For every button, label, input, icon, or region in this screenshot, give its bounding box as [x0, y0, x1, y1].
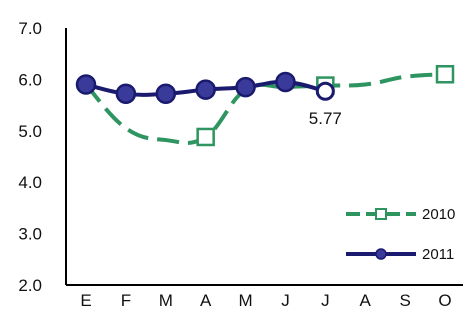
x-tick-label: S: [399, 291, 410, 310]
series-2011-point: [315, 81, 335, 101]
x-tick-label: J: [281, 291, 290, 310]
series-2011-point: [115, 83, 137, 105]
legend: 2010 2011: [346, 206, 455, 263]
series-2011-point: [275, 71, 296, 93]
x-tick-label: A: [360, 291, 372, 310]
annotation-layer: 5.77: [309, 109, 342, 128]
x-tick-label: M: [238, 291, 252, 310]
x-tick-label: E: [80, 291, 91, 310]
x-tick-label: O: [438, 291, 451, 310]
y-tick-label: 5.0: [18, 122, 42, 141]
y-tick-labels: 2.0 3.0 4.0 5.0 6.0 7.0: [18, 19, 42, 295]
series-2011-point: [155, 83, 177, 105]
legend-label: 2010: [422, 206, 455, 223]
legend-label: 2011: [422, 246, 454, 263]
x-tick-label: J: [321, 291, 330, 310]
series-2011-point: [75, 74, 97, 95]
y-tick-label: 7.0: [18, 19, 42, 38]
x-tick-label: M: [159, 291, 173, 310]
legend-marker-2010: [375, 208, 387, 220]
y-tick-label: 3.0: [18, 225, 42, 244]
legend-marker-2011: [375, 248, 387, 260]
x-tick-label: F: [121, 291, 131, 310]
y-tick-label: 6.0: [18, 70, 42, 89]
series-2010-point: [196, 127, 215, 147]
y-tick-label: 4.0: [18, 173, 42, 192]
series-2011-point: [235, 76, 256, 98]
x-tick-label: A: [200, 291, 212, 310]
y-tick-label: 2.0: [18, 276, 42, 295]
series-layer: [75, 65, 455, 147]
data-label: 5.77: [309, 109, 342, 128]
series-2011-point: [195, 79, 216, 100]
series-2010-point: [435, 65, 455, 84]
axes: [65, 28, 463, 286]
